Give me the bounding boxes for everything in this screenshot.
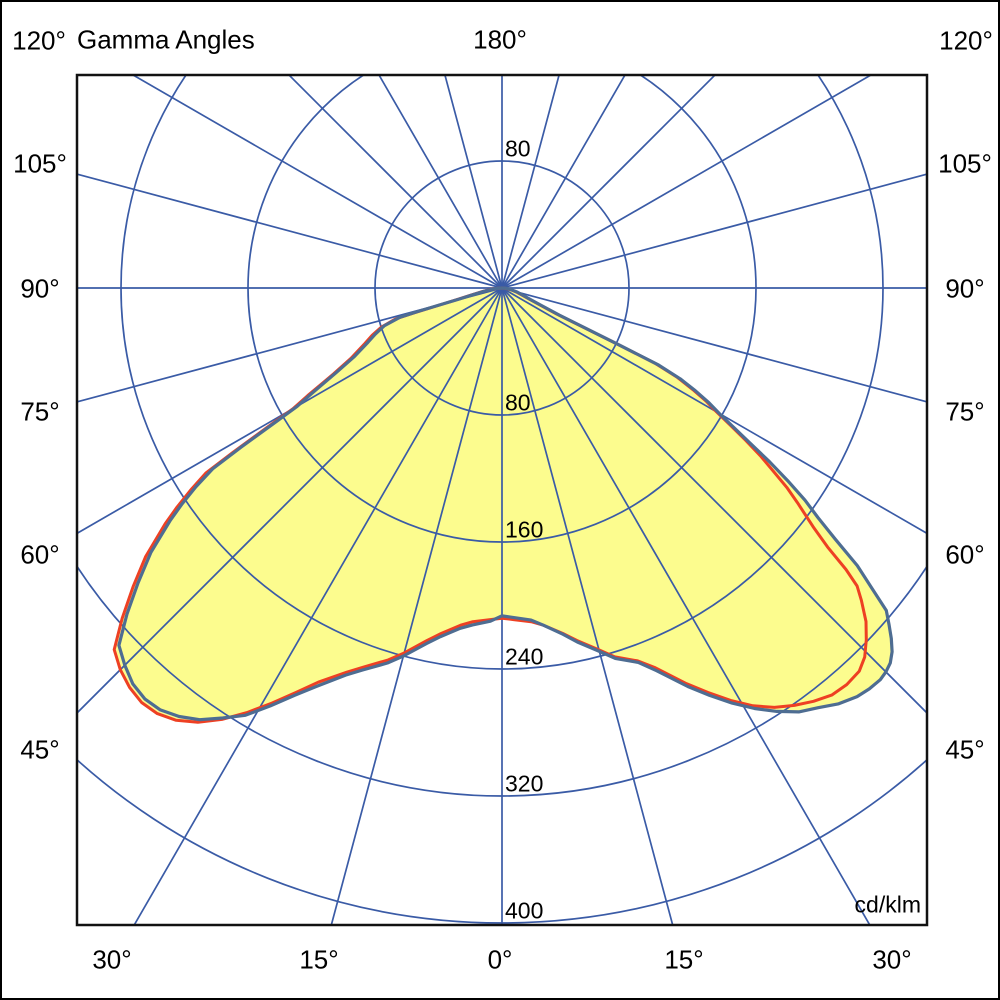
gamma-angle-label-left: 90° <box>20 273 60 304</box>
gamma-angle-label-left: 75° <box>20 396 60 427</box>
gamma-120-label-top-right: 120° <box>939 25 993 56</box>
gamma-ray-line <box>287 75 503 289</box>
gamma-ray-line <box>501 75 717 289</box>
gamma-ray-line <box>133 287 503 925</box>
radial-tick-label: 240 <box>505 643 544 670</box>
gamma-ray-line <box>77 287 503 403</box>
gamma-angle-label-right: 45° <box>945 734 985 765</box>
gamma-ray-line <box>77 287 503 715</box>
gamma-ray-line <box>501 287 674 925</box>
chart-title: Gamma Angles <box>77 24 255 55</box>
plot-frame <box>75 73 929 927</box>
gamma-angle-label-bottom: 30° <box>92 944 132 975</box>
gamma-angle-label-right: 60° <box>945 539 985 570</box>
gamma-angle-label-bottom: 0° <box>487 944 513 975</box>
radial-tick-label: 320 <box>505 770 544 797</box>
gamma-ray-line <box>330 287 503 925</box>
radial-tick-label: 160 <box>505 516 544 543</box>
gamma-ray-line <box>378 75 503 289</box>
gamma-ray-line <box>501 75 873 289</box>
gamma-ray-line <box>501 75 560 289</box>
gamma-angle-label-right: 105° <box>938 148 992 179</box>
gamma-angle-label-bottom: 15° <box>664 944 704 975</box>
gamma-ray-line <box>501 287 927 715</box>
curve-c90-c270 <box>117 286 894 722</box>
gamma-ray-line <box>444 75 503 289</box>
gamma-ray-line <box>77 173 503 289</box>
gamma-ray-line <box>501 287 927 535</box>
gamma-ray-line <box>77 287 503 535</box>
gamma-angle-label-right: 75° <box>945 396 985 427</box>
unit-label: cd/klm <box>854 891 921 918</box>
gamma-angle-label-bottom: 15° <box>299 944 339 975</box>
radial-tick-label: 80 <box>505 389 531 416</box>
gamma-angle-label-right: 90° <box>945 273 985 304</box>
gamma-120-label-top-left: 120° <box>12 25 66 56</box>
gamma-angle-label-left: 105° <box>13 148 67 179</box>
gamma-ray-line <box>501 287 927 403</box>
gamma-ray-line <box>131 75 503 289</box>
gamma-ray-line <box>501 75 626 289</box>
radial-tick-label: 400 <box>505 897 544 924</box>
distribution-fill <box>114 288 893 723</box>
gamma-angle-label-left: 60° <box>20 539 60 570</box>
gamma-ray-line <box>501 173 927 289</box>
gamma-angle-label-left: 45° <box>20 734 60 765</box>
radial-tick-label: 80 <box>505 135 531 162</box>
gamma-angle-label-bottom: 30° <box>872 944 912 975</box>
gamma-180-label-top-center: 180° <box>473 24 527 55</box>
gamma-ray-line <box>501 287 871 925</box>
